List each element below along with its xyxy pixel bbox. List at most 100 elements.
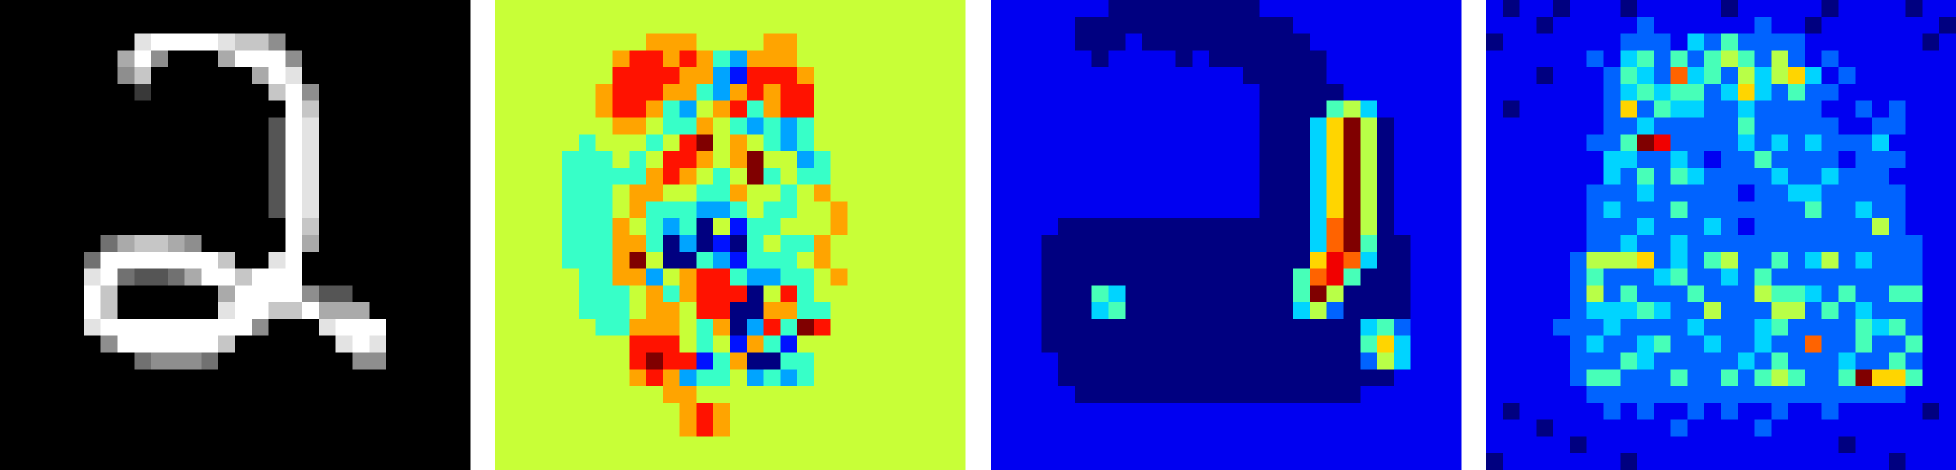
- cell: [1444, 285, 1462, 303]
- cell: [1519, 67, 1537, 85]
- cell: [1771, 285, 1789, 303]
- cell: [1309, 201, 1328, 219]
- cell: [830, 83, 849, 102]
- cell: [1058, 100, 1076, 119]
- cell: [629, 50, 647, 68]
- cell: [713, 268, 731, 286]
- cell: [251, 83, 270, 102]
- cell: [713, 134, 731, 152]
- cell: [1586, 318, 1605, 337]
- cell: [184, 369, 203, 387]
- cell: [67, 218, 85, 236]
- cell: [318, 218, 337, 236]
- cell: [1393, 16, 1412, 35]
- cell: [612, 117, 630, 135]
- cell: [1704, 167, 1722, 186]
- cell: [662, 33, 681, 51]
- cell: [318, 453, 337, 470]
- cell: [1444, 134, 1462, 152]
- cell: [16, 201, 35, 219]
- cell: [578, 67, 597, 85]
- cell: [1687, 184, 1705, 203]
- cell: [16, 453, 35, 470]
- cell: [453, 302, 471, 320]
- cell: [1821, 0, 1840, 18]
- cell: [1226, 83, 1244, 102]
- cell: [1855, 352, 1873, 370]
- cell: [1142, 285, 1160, 303]
- cell: [453, 16, 471, 35]
- cell: [235, 218, 253, 236]
- cell: [151, 419, 169, 438]
- cell: [117, 16, 135, 35]
- cell: [1603, 167, 1621, 186]
- cell: [1175, 369, 1194, 387]
- cell: [528, 201, 546, 219]
- cell: [1444, 453, 1462, 470]
- cell: [1175, 0, 1194, 18]
- cell: [268, 134, 286, 152]
- cell: [436, 33, 454, 51]
- cell: [151, 117, 169, 135]
- cell: [646, 335, 664, 354]
- cell: [545, 402, 563, 421]
- cell: [897, 50, 916, 68]
- cell: [1377, 151, 1395, 169]
- cell: [578, 134, 597, 152]
- cell: [763, 251, 781, 270]
- cell: [1922, 268, 1940, 286]
- cell: [1007, 402, 1026, 421]
- cell: [1360, 134, 1378, 152]
- cell: [1603, 235, 1621, 253]
- cell: [1838, 318, 1856, 337]
- cell: [33, 151, 51, 169]
- cell: [1754, 16, 1772, 35]
- cell: [251, 453, 270, 470]
- cell: [1108, 369, 1126, 387]
- cell: [881, 67, 899, 85]
- cell: [780, 285, 798, 303]
- cell: [813, 50, 832, 68]
- cell: [117, 33, 135, 51]
- cell: [50, 67, 68, 85]
- cell: [453, 100, 471, 119]
- cell: [1226, 235, 1244, 253]
- cell: [1024, 419, 1042, 438]
- cell: [1444, 16, 1462, 35]
- cell: [302, 117, 320, 135]
- cell: [201, 251, 219, 270]
- cell: [1855, 117, 1873, 135]
- cell: [235, 50, 253, 68]
- cell: [218, 386, 236, 404]
- cell: [1377, 100, 1395, 119]
- cell: [578, 302, 597, 320]
- cell: [1309, 285, 1328, 303]
- cell: [1041, 33, 1059, 51]
- cell: [562, 33, 580, 51]
- cell: [1653, 235, 1672, 253]
- cell: [1603, 16, 1621, 35]
- cell: [1721, 285, 1739, 303]
- cell: [1536, 268, 1554, 286]
- cell: [830, 235, 849, 253]
- cell: [369, 0, 387, 18]
- cell: [100, 201, 119, 219]
- cell: [1158, 268, 1177, 286]
- cell: [1771, 302, 1789, 320]
- cell: [545, 134, 563, 152]
- cell: [495, 318, 513, 337]
- heatmap-panel: [1486, 0, 1956, 470]
- cell: [251, 33, 270, 51]
- cell: [1519, 184, 1537, 203]
- cell: [386, 251, 404, 270]
- cell: [1721, 268, 1739, 286]
- cell: [629, 201, 647, 219]
- cell: [1687, 285, 1705, 303]
- cell: [629, 402, 647, 421]
- cell: [1821, 201, 1840, 219]
- cell: [1637, 184, 1655, 203]
- cell: [662, 352, 681, 370]
- cell: [1158, 235, 1177, 253]
- cell: [1536, 453, 1554, 470]
- cell: [746, 67, 765, 85]
